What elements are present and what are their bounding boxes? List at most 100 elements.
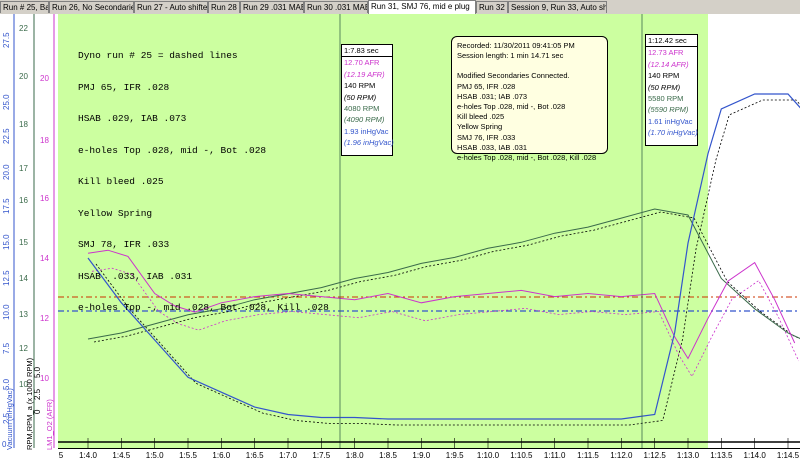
y-axis-panel: 0 27.5 25.0 22.5 20.0 17.5 15.0 12.5 10.… [0,14,58,452]
x-tick-label: 1:13.0 [676,451,700,460]
cursor-rpm-rate: 140 RPM [648,71,680,81]
cursor-rpm: 5580 RPM [648,94,684,104]
x-tick-label: 1:5.5 [179,451,197,460]
y-tick-vac-20: 20 [19,72,28,81]
tab-run-31[interactable]: Run 31, SMJ 76, mid e plug [368,0,476,14]
y-tick-rpm-10: 10.0 [2,304,11,320]
tooltip-line: Session length: 1 min 14.71 sec [457,51,564,61]
y-tick-vac-18: 18 [19,120,28,129]
x-tick-label: 1:14.0 [743,451,766,460]
cursor-rpm-ref: (4090 RPM) [344,115,385,125]
y-tick-vac-10: 10 [19,380,28,389]
cursor-vac: 1.93 inHgVac [344,126,389,136]
cursor-rpm: 4080 RPM [344,104,380,114]
x-tick-label: 1:9.5 [445,451,464,460]
tooltip-line: HSAB .033, IAB .031 [457,142,528,152]
note-line: HSAB .033, IAB .031 [78,270,193,282]
tooltip-line: Recorded: 11/30/2011 09:41:05 PM [457,41,575,50]
grid-lines [87,438,789,448]
tab-run-28[interactable]: Run 28 [208,1,240,13]
note-line: SMJ 78, IFR .033 [78,239,170,250]
x-tick-label: 1:8.0 [345,451,364,460]
y-tick-rpm-17-5: 17.5 [2,198,11,214]
cursor-readout-2: 1:12.42 sec 12.73 AFR (12.14 AFR) 140 RP… [645,34,698,146]
cursor-rpm-rate-ref: (50 RPM) [648,82,681,92]
y-tick-rpm-7-5: 7.5 [2,342,11,354]
x-tick-label: 1:8.5 [379,451,397,460]
y-tick-vac-17: 17 [19,164,28,173]
session-tooltip: Recorded: 11/30/2011 09:41:05 PM Session… [451,36,608,162]
tooltip-line: e-holes Top .028, mid -, Bot .028 [457,102,566,112]
tooltip-line: Modified Secondaries Connected. [457,71,570,81]
tab-run-33[interactable]: Session 9, Run 33, Auto shift [508,1,607,13]
y-tick-afr-14: 14 [40,254,49,263]
x-tick-label: 1:9.0 [412,451,431,460]
y-tick-afr-18: 18 [40,136,49,145]
afr-dashed-line [91,267,800,378]
rpm-dashed-line [95,99,800,426]
note-line: Kill bleed .025 [78,176,164,187]
note-line: e-holes Top .028, mid -, Bot .028 [78,144,267,156]
afr-line [87,249,796,360]
x-tick-label: 1:11.0 [543,451,566,460]
y-tick-rpm-20: 20.0 [2,164,11,180]
tab-run-25[interactable]: Run # 25, Baseline [0,1,49,13]
cursor-vac: 1.61 inHgVac [648,116,693,126]
y-tick-vac-14: 14 [19,274,28,283]
y-tick-vac-13: 13 [19,310,28,319]
y-tick-rpm-22-5: 22.5 [2,128,11,144]
x-tick-label: 1:4.5 [112,451,131,460]
x-axis: 5 1:4.0 1:4.5 1:5.0 1:5.5 1:6.0 1:6.5 1:7.0 1:7… [58,448,800,467]
cursor-rpm-rate: 140 RPM [344,81,376,91]
tooltip-line: e-holes Top .028, mid -, Bot .028, Kill … [457,153,597,163]
y-tick-afr-20: 20 [40,74,49,83]
note-line: Dyno run # 25 = dashed lines [78,50,238,61]
cursor-readout-1: 1:7.83 sec 12.70 AFR (12.19 AFR) 140 RPM… [341,44,394,156]
y-tick-vac-16: 16 [19,196,28,205]
y-axes [13,14,55,448]
tooltip-line: SMJ 76, IFR .033 [457,132,516,142]
x-tick-label: 1:14.5 [776,451,800,460]
y-tick-small-2-5: 2.5 [33,388,42,400]
tooltip-line: Yellow Spring [457,122,503,132]
y-tick-rpm-12-5: 12.5 [2,270,11,286]
note-line: e-holes Top -, mid .028, Bot .028, Kill … [78,302,329,313]
x-tick-label: 1:6.5 [245,451,264,460]
tab-run-27[interactable]: Run 27 - Auto shifted [134,1,208,13]
y-tick-vac-15: 15 [19,238,28,247]
y-tick-small-0: 0 [33,409,42,414]
cursor-time: 1:12.42 sec [646,35,697,48]
cursor-afr-ref: (12.19 AFR) [344,69,385,79]
note-line: PMJ 65, IFR .028 [78,81,170,93]
run-notes: Dyno run # 25 = dashed lines PMJ 65, IFR… [78,30,329,324]
rpm-line [87,93,800,420]
x-tick-label: 1:7.0 [279,451,297,460]
tab-run-30[interactable]: Run 30 .031 MAB [304,1,368,13]
x-tick-label: 1:6.0 [212,451,231,460]
y-tick-rpm-27-5: 27.5 [2,32,11,48]
y-tick-afr-16: 16 [40,194,49,203]
x-tick-label: 1:7.5 [312,451,331,460]
y-tick-rpm-0: 0 [2,440,7,449]
cursor-afr-ref: (12.14 AFR) [648,59,689,69]
plot-background-outside [708,14,800,448]
x-tick-label: 1:11.5 [577,451,599,460]
cursor-vac-ref: (1.96 inHgVac) [344,138,394,148]
x-tick-label: 1:5.0 [145,451,164,460]
axis-label-vacuum: Vacuum (inHgVac) [5,388,14,450]
tab-run-26[interactable]: Run 26, No Secondaries .029 MAB [49,1,134,13]
tab-run-32[interactable]: Run 32 [476,1,508,13]
x-tick-label: 1:12.0 [610,451,633,460]
vacuum-dashed-line [93,211,800,343]
x-tick-partial: 5 [58,451,64,460]
y-tick-rpm-25: 25.0 [2,94,11,110]
x-tick-label: 1:10.5 [510,451,533,460]
tooltip-line [457,61,602,71]
axis-label-afr: LM1_O2 (AFR) [45,399,54,450]
cursor-vac-ref: (1.70 inHgVac) [648,128,698,138]
tab-run-29[interactable]: Run 29 .031 MAB [240,1,304,13]
x-tick-label: 1:10.0 [476,451,500,460]
x-tick-label: 1:4.0 [79,451,97,460]
y-tick-small-5: 5.0 [33,366,42,378]
axis-label-rpm: RPM,RPM_a (x 1000 RPM) [25,357,34,450]
